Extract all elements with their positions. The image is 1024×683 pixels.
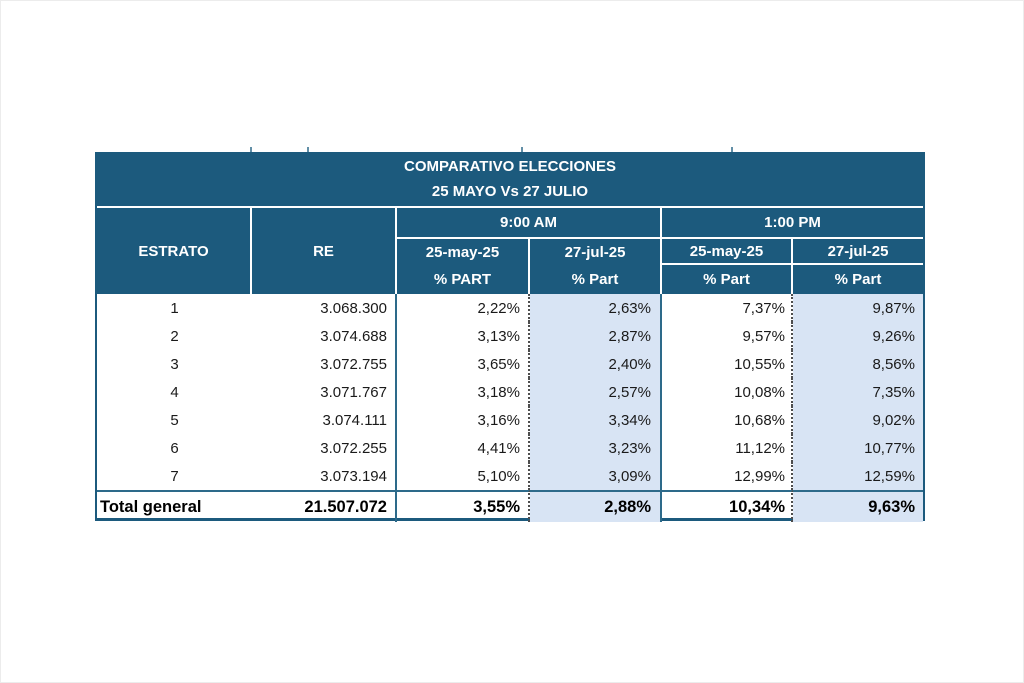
cell-1pm-25may: 10,55% [662, 350, 793, 378]
column-header-1pm-27jul-date: 27-jul-25 [793, 239, 923, 265]
cell-9am-27jul: 3,34% [530, 406, 662, 434]
cell-9am-25may: 5,10% [397, 462, 530, 490]
elections-comparison-table: COMPARATIVO ELECCIONES 25 MAYO Vs 27 JUL… [95, 147, 925, 522]
column-header-1pm-25may-date: 25-may-25 [662, 239, 793, 265]
cell-9am-27jul: 2,57% [530, 378, 662, 406]
total-cell-9am-27jul: 2,88% [530, 490, 662, 522]
cell-re: 3.074.688 [252, 322, 397, 350]
cell-estrato: 6 [170, 439, 179, 457]
cell-re: 3.072.755 [252, 350, 397, 378]
cell-9am-27jul: 2,40% [530, 350, 662, 378]
cell-estrato: 4 [170, 383, 179, 401]
cell-1pm-27jul: 8,56% [793, 350, 923, 378]
total-cell-1pm-27jul: 9,63% [793, 490, 923, 522]
cell-1pm-25may: 12,99% [662, 462, 793, 490]
table-header: COMPARATIVO ELECCIONES 25 MAYO Vs 27 JUL… [95, 152, 925, 294]
cell-9am-27jul: 2,87% [530, 322, 662, 350]
column-header-1pm-25may-metric: % Part [662, 265, 793, 294]
cell-1pm-27jul: 7,35% [793, 378, 923, 406]
gridline-tick [521, 147, 523, 152]
cell-estrato: 5 [170, 411, 179, 429]
column-group-9am: 9:00 AM [397, 208, 662, 239]
cell-9am-25may: 3,16% [397, 406, 530, 434]
table-title-line1: COMPARATIVO ELECCIONES [404, 158, 616, 175]
cell-9am-25may: 3,13% [397, 322, 530, 350]
column-group-1pm: 1:00 PM [662, 208, 923, 239]
cell-estrato: 2 [170, 327, 179, 345]
cell-estrato: 3 [170, 355, 179, 373]
gridline-tick [731, 147, 733, 152]
column-header-9am-25may-metric: % PART [397, 265, 530, 294]
cell-1pm-27jul: 9,87% [793, 294, 923, 322]
column-header-9am-25may-date: 25-may-25 [397, 239, 530, 265]
cell-re: 3.073.194 [252, 462, 397, 490]
cell-1pm-27jul: 10,77% [793, 434, 923, 462]
cell-1pm-27jul: 9,26% [793, 322, 923, 350]
column-header-9am-27jul-metric: % Part [530, 265, 662, 294]
cell-1pm-25may: 7,37% [662, 294, 793, 322]
cell-re: 3.068.300 [252, 294, 397, 322]
gridline-tick [307, 147, 309, 152]
gridline-tick [250, 147, 252, 152]
column-header-re: RE [252, 208, 397, 294]
cell-9am-25may: 4,41% [397, 434, 530, 462]
column-header-estrato: ESTRATO [97, 208, 252, 294]
table-title: COMPARATIVO ELECCIONES 25 MAYO Vs 27 JUL… [97, 152, 923, 208]
cell-9am-27jul: 3,23% [530, 434, 662, 462]
cell-9am-27jul: 2,63% [530, 294, 662, 322]
cell-1pm-25may: 9,57% [662, 322, 793, 350]
cell-9am-27jul: 3,09% [530, 462, 662, 490]
table-title-line2: 25 MAYO Vs 27 JULIO [431, 183, 589, 200]
cell-re: 3.072.255 [252, 434, 397, 462]
table-body: 1 3.068.300 2,22% 2,63% 7,37% 9,87% 2 3.074.688… [95, 294, 925, 522]
column-header-9am-27jul-date: 27-jul-25 [530, 239, 662, 265]
cell-9am-25may: 3,65% [397, 350, 530, 378]
cell-1pm-27jul: 12,59% [793, 462, 923, 490]
total-row-label: Total general [97, 490, 252, 522]
cell-estrato: 1 [170, 299, 179, 317]
cell-estrato: 7 [170, 467, 179, 485]
cell-1pm-25may: 11,12% [662, 434, 793, 462]
total-cell-1pm-25may: 10,34% [662, 490, 793, 522]
cell-1pm-25may: 10,08% [662, 378, 793, 406]
column-header-1pm-27jul-metric: % Part [834, 271, 882, 288]
total-cell-re: 21.507.072 [252, 490, 397, 522]
total-cell-9am-25may: 3,55% [397, 490, 530, 522]
cell-re: 3.074.111 [252, 406, 397, 434]
cell-9am-25may: 3,18% [397, 378, 530, 406]
cell-1pm-25may: 10,68% [662, 406, 793, 434]
cell-re: 3.071.767 [252, 378, 397, 406]
cell-1pm-27jul: 9,02% [793, 406, 923, 434]
cell-9am-25may: 2,22% [397, 294, 530, 322]
